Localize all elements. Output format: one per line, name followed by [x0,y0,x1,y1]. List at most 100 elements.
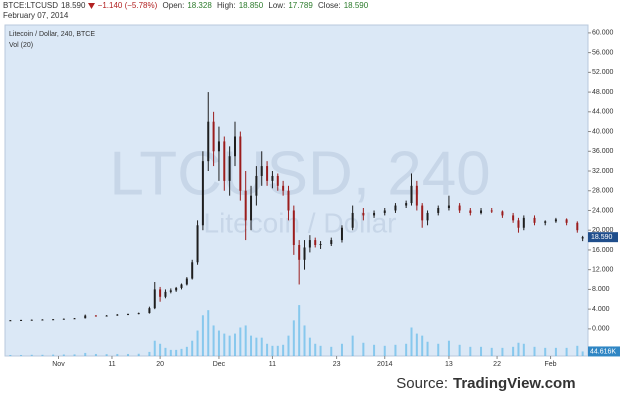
candle-body [266,166,269,181]
volume-bar [153,340,156,356]
candle-body [52,319,55,321]
candle-body [458,205,461,211]
candle-body [148,308,151,314]
y-tick-label: 44.000 [592,109,614,116]
candle-body [314,240,317,246]
candle-body [490,210,493,212]
volume-bar [159,343,162,356]
candle-body [137,313,140,315]
candle-body [255,175,258,196]
y-tick-label: 56.000 [592,49,614,56]
volume-bar [405,343,408,356]
volume-bar [207,310,210,356]
candle-body [233,136,236,157]
candle-body [239,136,242,191]
candle-body [84,315,87,319]
volume-bar [244,325,247,356]
volume-bar [437,343,440,356]
volume-bar [52,354,55,356]
y-tick-label: 24.000 [592,207,614,214]
candle-body [565,219,568,223]
x-tick-label: 20 [156,361,164,368]
volume-bar [62,354,65,356]
volume-bar [517,342,520,356]
price-label-box [588,232,618,243]
candle-body [185,278,188,285]
candle-body [223,141,226,181]
header: BTCE:LTCUSD 18.590 −1.140 (−5.78%) Open: 1… [3,1,371,21]
date: February 07, 2014 [3,11,69,20]
footer [0,370,625,400]
candle-body [362,212,365,216]
volume-bar [41,354,44,356]
close-label: Close: [318,1,341,10]
y-tick-label: 40.000 [592,128,614,135]
candle-body [517,220,520,228]
volume-bar [303,325,306,356]
x-tick-label: 23 [333,361,341,368]
volume-bar [480,346,483,356]
candle-body [127,314,130,316]
candle-body [351,212,354,228]
volume-bar [490,347,493,356]
x-tick-label: Feb [545,361,557,368]
volume-bar [84,352,87,356]
candle-body [228,156,231,181]
volume-bar [127,353,130,356]
candle-body [164,291,167,297]
volume-bar [9,354,12,356]
volume-bar [217,330,220,356]
volume-bar [362,342,365,356]
high-value: 18.850 [238,1,264,10]
open-value: 18.328 [187,1,212,10]
volume-bar [276,345,279,356]
watermark-subtitle: Litecoin / Dollar [204,207,397,238]
candle-body [576,222,579,231]
volume-bar [148,351,151,356]
candle-body [533,217,536,223]
volume-bar [164,347,167,356]
candle-body [20,319,23,321]
volume-label-box [588,346,620,357]
candle-body [319,244,322,246]
volume-bar [394,344,397,356]
candle-body [153,289,156,309]
candle-body [512,215,515,221]
volume-bar [266,343,269,356]
candle-body [282,185,285,191]
volume-bar [255,337,258,356]
x-tick-label: 13 [445,361,453,368]
volume-bar [469,346,472,356]
volume-bar [169,349,172,356]
y-tick-label: 48.000 [592,89,614,96]
candle-body [212,121,215,152]
candle-body [191,262,194,279]
y-tick-label: 12.000 [592,267,614,274]
volume-bar [196,330,199,356]
volume-bar [233,333,236,356]
volume-bar [426,341,429,356]
volume-bar [373,344,376,356]
x-tick-label: 11 [269,361,276,368]
down-arrow [88,2,96,9]
quote-line: BTCE:LTCUSD 18.590 −1.140 (−5.78%) Open: 1… [3,1,371,11]
candle-body [394,205,397,211]
x-tick-label: 11 [108,361,115,368]
volume-bar [228,335,231,356]
volume-bar [544,347,547,356]
volume-bar [522,343,525,356]
y-tick-label: 0.000 [592,326,610,333]
candle-body [292,210,295,246]
volume-bar [447,340,450,356]
source-name: TradingView.com [453,375,576,392]
candle-body [175,287,178,291]
candle-body [405,203,408,206]
candle-body [276,175,279,186]
plot-area [4,24,589,357]
x-tick-label: 2014 [377,361,393,368]
candle-body [94,315,97,317]
volume-bar [30,354,33,356]
candle-body [426,212,429,221]
candle-body [105,315,108,317]
candle-body [180,284,183,288]
